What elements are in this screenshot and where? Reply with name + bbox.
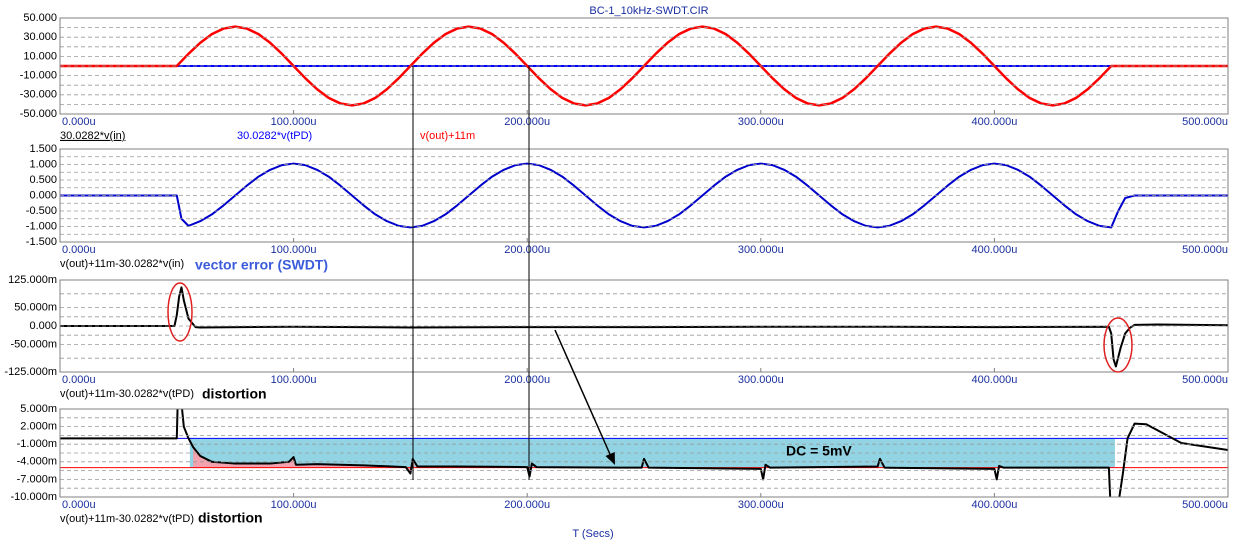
x-tick-label: 300.000u <box>738 116 784 128</box>
y-tick-label: 10.000 <box>23 50 57 62</box>
x-tick-label: 200.000u <box>504 499 550 511</box>
plot-frame <box>59 17 1229 115</box>
area-fill <box>193 447 416 474</box>
annotation: vector error (SWDT) <box>195 257 328 273</box>
y-tick-label: -1.000m <box>17 438 57 450</box>
legend-entry: v(out)+11m-30.0282*v(tPD) <box>60 388 194 400</box>
x-tick-label: 200.000u <box>504 244 550 256</box>
chart-title: BC-1_10kHz-SWDT.CIR <box>589 5 708 17</box>
y-tick-label: -50.000m <box>11 338 57 350</box>
x-tick-label: 400.000u <box>971 374 1017 386</box>
annotation: distortion <box>202 386 267 402</box>
x-tick-label: 0.000u <box>62 499 96 511</box>
y-tick-label: -10.000m <box>11 491 57 503</box>
legend-entry: 30.0282*v(tPD) <box>237 130 312 142</box>
y-tick-label: -1.500 <box>26 236 57 248</box>
x-tick-label: 500.000u <box>1182 116 1228 128</box>
x-tick-label: 500.000u <box>1182 374 1228 386</box>
x-tick-label: 400.000u <box>971 244 1017 256</box>
x-tick-label: 300.000u <box>738 244 784 256</box>
y-tick-label: -1.000 <box>26 220 57 232</box>
arrow-head <box>605 452 615 465</box>
plot-frame <box>59 148 1229 243</box>
series-line <box>60 286 1228 368</box>
legend-entry: v(out)+11m-30.0282*v(in) <box>60 258 184 270</box>
x-tick-label: 400.000u <box>971 499 1017 511</box>
highlight-ellipse <box>1103 317 1133 373</box>
plot <box>60 286 1228 368</box>
y-tick-label: -7.000m <box>17 473 57 485</box>
x-tick-label: 400.000u <box>971 116 1017 128</box>
y-tick-label: -0.500 <box>26 205 57 217</box>
x-tick-label: 100.000u <box>271 499 317 511</box>
plot-frame <box>59 279 1229 373</box>
y-tick-label: 0.500 <box>29 174 57 186</box>
y-tick-label: 30.000 <box>23 31 57 43</box>
annotation: DC = 5mV <box>786 443 852 459</box>
legend-entry: v(out)+11m-30.0282*v(tPD) <box>60 513 194 525</box>
annotation: distortion <box>198 510 263 526</box>
y-tick-label: 1.500 <box>29 143 57 155</box>
x-tick-label: 500.000u <box>1182 244 1228 256</box>
highlight-ellipse <box>167 282 193 342</box>
x-tick-label: 500.000u <box>1182 499 1228 511</box>
x-axis-label: T (Secs) <box>572 528 613 540</box>
x-tick-label: 200.000u <box>504 374 550 386</box>
x-tick-label: 100.000u <box>271 244 317 256</box>
x-tick-label: 0.000u <box>62 374 96 386</box>
plot-frame <box>59 408 1229 498</box>
x-tick-label: 0.000u <box>62 244 96 256</box>
plots: 50.000 30.000 10.000 -10.000 -30.000 -50.000 0… <box>4 12 1229 526</box>
x-tick-label: 100.000u <box>271 116 317 128</box>
y-tick-label: 0.000 <box>29 189 57 201</box>
legend-entry: 30.0282*v(in) <box>60 130 125 142</box>
y-tick-label: -4.000m <box>17 456 57 468</box>
y-tick-label: 0.000 <box>29 320 57 332</box>
y-tick-label: 1.000 <box>29 158 57 170</box>
y-tick-label: -30.000 <box>20 89 57 101</box>
y-tick-label: -10.000 <box>20 70 57 82</box>
plot <box>60 409 1228 497</box>
y-tick-label: -125.000m <box>4 366 57 378</box>
x-tick-label: 300.000u <box>738 499 784 511</box>
y-tick-label: 50.000 <box>23 12 57 24</box>
y-tick-label: 50.000m <box>14 302 57 314</box>
x-tick-label: 100.000u <box>271 374 317 386</box>
y-tick-label: 125.000m <box>8 274 57 286</box>
band <box>189 438 1115 468</box>
y-tick-label: 5.000m <box>20 403 57 415</box>
x-tick-label: 300.000u <box>738 374 784 386</box>
legend-entry: v(out)+11m <box>420 130 475 142</box>
y-tick-label: -50.000 <box>20 108 57 120</box>
y-tick-label: 2.000m <box>20 421 57 433</box>
x-tick-label: 200.000u <box>504 116 550 128</box>
arrow-line <box>554 329 614 462</box>
x-tick-label: 0.000u <box>62 116 96 128</box>
